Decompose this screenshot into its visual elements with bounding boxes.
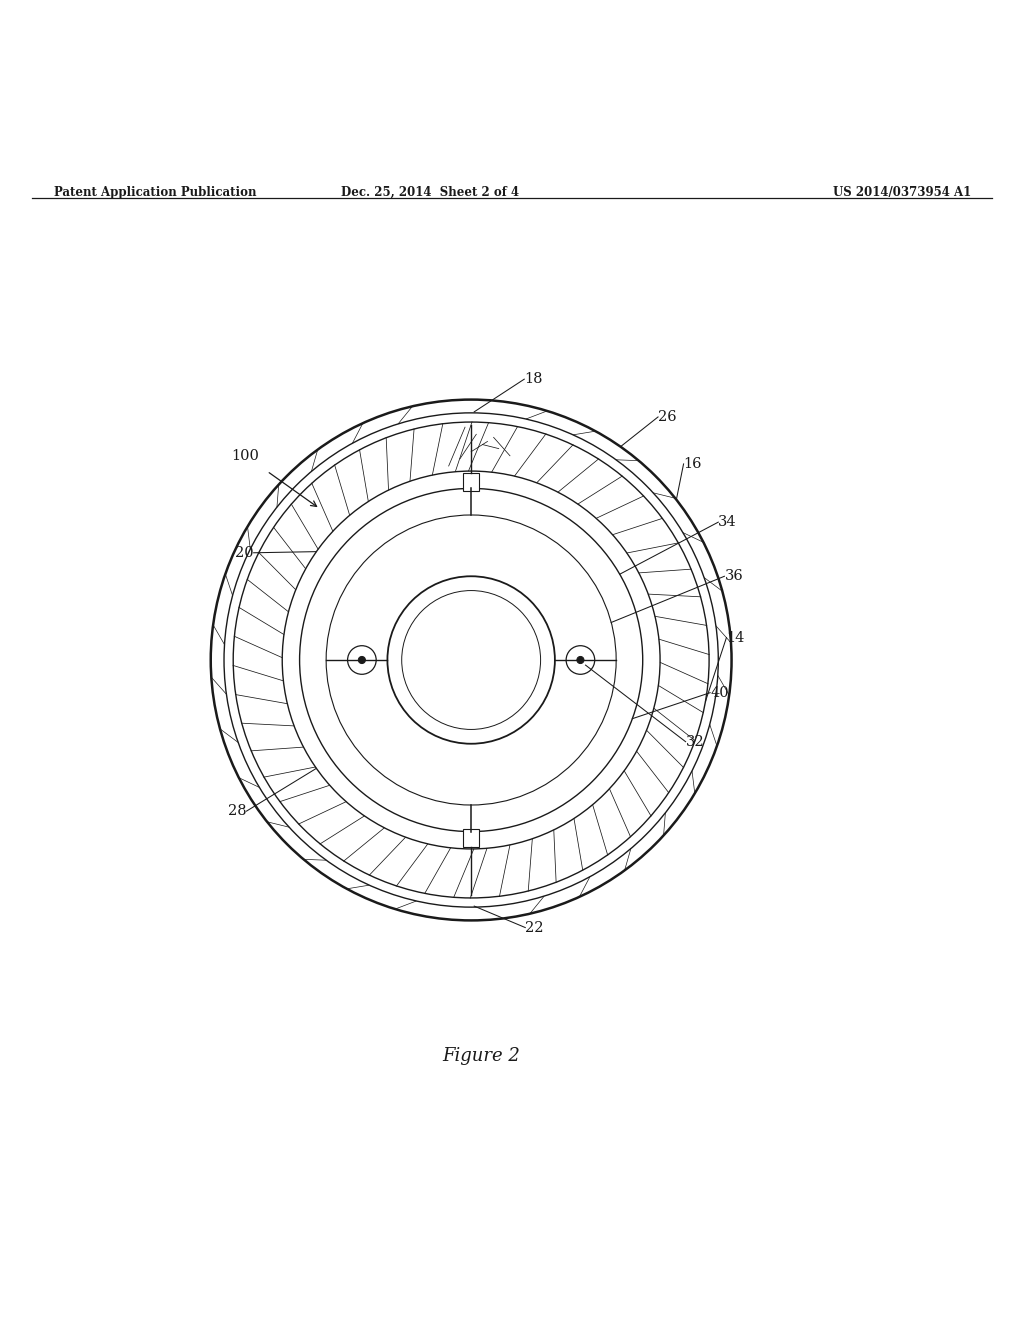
Circle shape <box>577 656 584 664</box>
Text: 32: 32 <box>686 735 705 748</box>
Text: Dec. 25, 2014  Sheet 2 of 4: Dec. 25, 2014 Sheet 2 of 4 <box>341 186 519 199</box>
Text: Figure 2: Figure 2 <box>442 1047 520 1065</box>
Text: 28: 28 <box>228 804 247 818</box>
Text: 14: 14 <box>726 631 744 644</box>
Text: 40: 40 <box>710 685 729 700</box>
Text: 18: 18 <box>524 372 543 387</box>
Text: 100: 100 <box>231 449 259 463</box>
Text: 26: 26 <box>658 411 677 424</box>
Text: 20: 20 <box>234 545 254 560</box>
Text: 36: 36 <box>724 569 743 583</box>
Bar <box>463 829 479 847</box>
Bar <box>463 473 479 491</box>
Text: 34: 34 <box>718 515 737 529</box>
Text: 22: 22 <box>525 920 544 935</box>
Text: 16: 16 <box>684 457 702 471</box>
Text: Patent Application Publication: Patent Application Publication <box>54 186 257 199</box>
Circle shape <box>358 656 366 664</box>
Text: US 2014/0373954 A1: US 2014/0373954 A1 <box>834 186 972 199</box>
